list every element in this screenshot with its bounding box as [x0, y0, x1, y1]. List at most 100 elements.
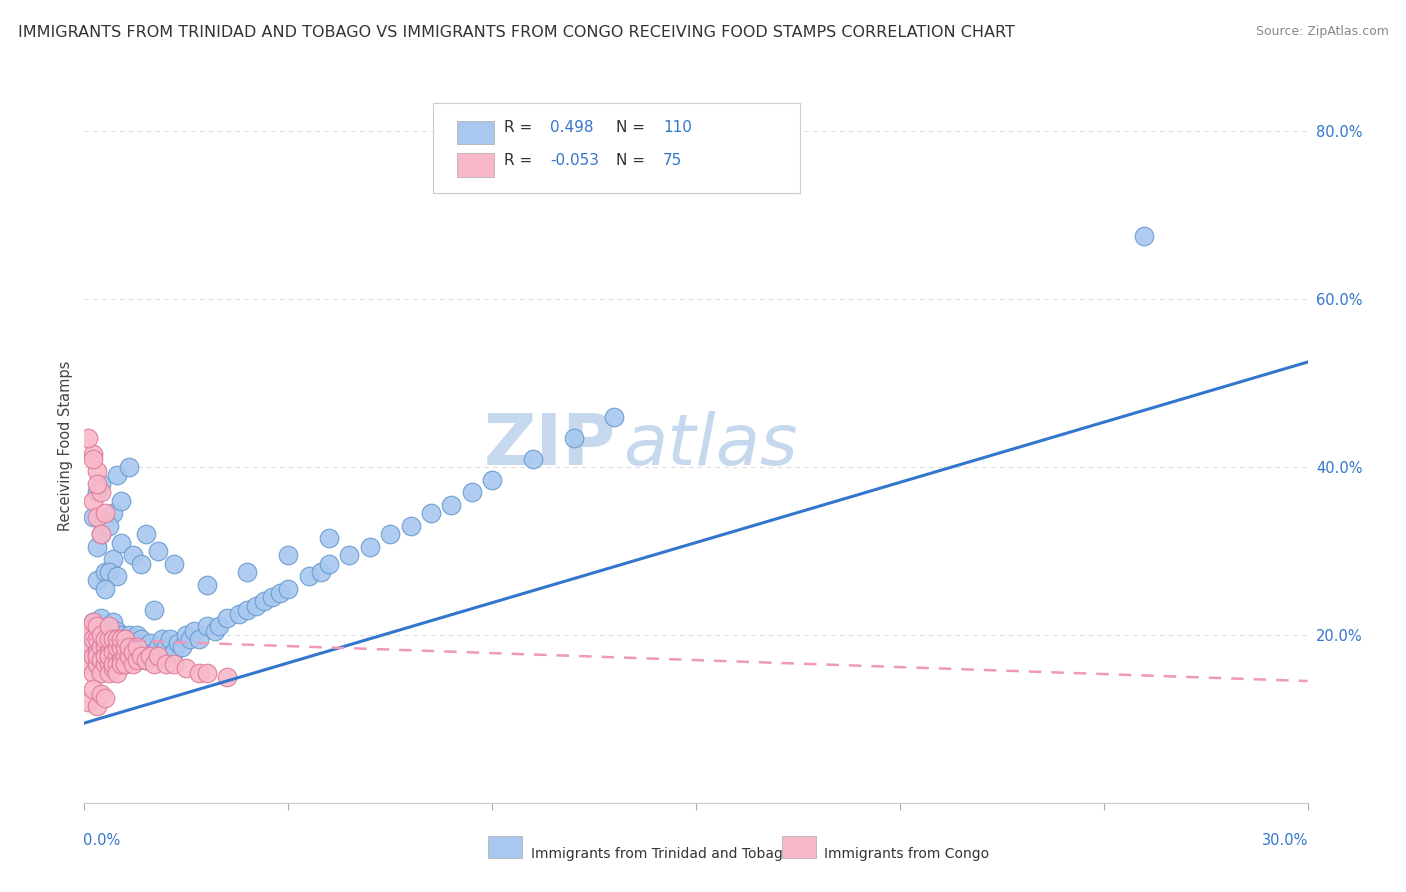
- Point: [118, 640, 141, 655]
- Text: Immigrants from Congo: Immigrants from Congo: [824, 847, 990, 861]
- Point: [77, 640, 100, 655]
- Point: [77, 624, 100, 638]
- Point: [118, 628, 141, 642]
- Point: [159, 632, 181, 646]
- Point: [122, 636, 145, 650]
- Point: [131, 648, 153, 663]
- Point: [118, 648, 141, 663]
- Point: [93, 648, 115, 663]
- Point: [105, 636, 128, 650]
- Point: [603, 409, 626, 424]
- Point: [97, 665, 120, 680]
- Point: [110, 640, 132, 655]
- Text: 0.498: 0.498: [550, 120, 593, 135]
- Point: [101, 657, 124, 672]
- Point: [195, 665, 218, 680]
- Point: [97, 619, 120, 633]
- Point: [86, 615, 108, 630]
- Point: [101, 645, 124, 659]
- Point: [105, 569, 128, 583]
- Point: [245, 599, 267, 613]
- Point: [86, 645, 108, 659]
- Point: [461, 485, 484, 500]
- Text: Source: ZipAtlas.com: Source: ZipAtlas.com: [1256, 25, 1389, 38]
- Point: [105, 468, 128, 483]
- Point: [114, 648, 136, 663]
- Point: [131, 632, 153, 646]
- Point: [127, 653, 149, 667]
- Point: [174, 628, 197, 642]
- Point: [86, 657, 108, 672]
- Point: [90, 653, 112, 667]
- Point: [114, 632, 136, 646]
- Point: [253, 594, 276, 608]
- Point: [93, 582, 115, 596]
- Point: [105, 632, 128, 646]
- Text: Immigrants from Trinidad and Tobago: Immigrants from Trinidad and Tobago: [531, 847, 792, 861]
- Text: N =: N =: [616, 120, 651, 135]
- Point: [110, 653, 132, 667]
- Text: N =: N =: [616, 153, 651, 169]
- Point: [90, 628, 112, 642]
- Point: [138, 648, 160, 663]
- Point: [127, 640, 149, 655]
- Point: [163, 645, 186, 659]
- Point: [522, 451, 544, 466]
- Point: [179, 632, 201, 646]
- Point: [118, 648, 141, 663]
- FancyBboxPatch shape: [457, 120, 494, 145]
- Point: [260, 590, 283, 604]
- Point: [318, 557, 340, 571]
- Point: [1133, 229, 1156, 244]
- Point: [269, 586, 291, 600]
- Point: [86, 628, 108, 642]
- Point: [135, 653, 157, 667]
- Point: [97, 518, 120, 533]
- Point: [90, 640, 112, 655]
- Point: [77, 624, 100, 638]
- Point: [318, 532, 340, 546]
- Point: [93, 565, 115, 579]
- Point: [82, 648, 104, 663]
- Point: [101, 648, 124, 663]
- Point: [105, 665, 128, 680]
- Point: [97, 645, 120, 659]
- Point: [82, 682, 104, 697]
- Point: [131, 648, 153, 663]
- Point: [146, 640, 169, 655]
- Point: [82, 510, 104, 524]
- Point: [208, 619, 231, 633]
- Point: [105, 640, 128, 655]
- Text: 75: 75: [664, 153, 682, 169]
- Point: [114, 657, 136, 672]
- Point: [82, 615, 104, 630]
- Point: [150, 632, 173, 646]
- Point: [110, 493, 132, 508]
- Point: [86, 540, 108, 554]
- Point: [110, 657, 132, 672]
- Point: [101, 615, 124, 630]
- Point: [110, 653, 132, 667]
- Point: [131, 557, 153, 571]
- Point: [77, 695, 100, 709]
- Point: [77, 657, 100, 672]
- Point: [82, 632, 104, 646]
- Point: [105, 624, 128, 638]
- Point: [309, 565, 332, 579]
- Point: [86, 619, 108, 633]
- Point: [204, 624, 226, 638]
- Point: [90, 527, 112, 541]
- Point: [135, 527, 157, 541]
- Point: [187, 665, 209, 680]
- Point: [380, 527, 402, 541]
- Point: [86, 699, 108, 714]
- FancyBboxPatch shape: [782, 836, 815, 858]
- Text: R =: R =: [503, 153, 537, 169]
- FancyBboxPatch shape: [488, 836, 522, 858]
- Point: [359, 540, 381, 554]
- Point: [135, 640, 157, 655]
- Point: [82, 615, 104, 630]
- Point: [90, 648, 112, 663]
- Point: [135, 653, 157, 667]
- Point: [163, 557, 186, 571]
